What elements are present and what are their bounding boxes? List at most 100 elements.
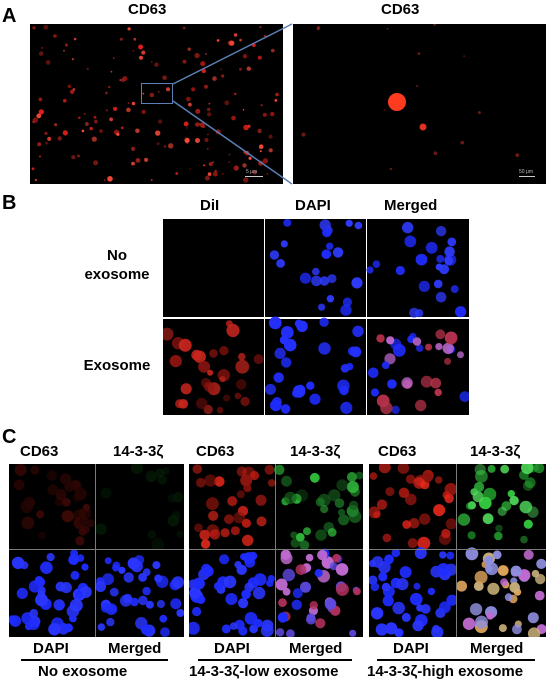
svgC3-merged-cell — [485, 564, 493, 573]
overview-cell — [233, 165, 239, 171]
overview-cell — [157, 119, 163, 124]
overview-cell — [141, 109, 146, 114]
b-exo-dapi-cell — [281, 357, 292, 368]
b-exo-merged-cell — [425, 343, 433, 351]
svgC3-1433z-cell — [500, 464, 510, 474]
b-exo-dil-cell — [163, 327, 174, 341]
b-exo-dil-cell — [204, 381, 214, 392]
overview-cell — [69, 89, 75, 95]
overview-cell — [127, 27, 131, 31]
zoom-speck — [477, 111, 481, 115]
overview-cell — [110, 70, 113, 73]
svgC2-dapi-cell — [240, 553, 248, 561]
overview-cell — [234, 92, 237, 96]
svgC2-cd63-cell — [200, 539, 211, 549]
svgC3-1433z-cell — [494, 531, 503, 541]
svgC3-dapi-cell — [382, 595, 394, 607]
zoom-connector-lines — [172, 23, 293, 185]
panel-c-g1-top-cd63: CD63 — [20, 443, 59, 460]
svgC3-dapi-cell — [375, 623, 388, 636]
overview-cell — [150, 179, 153, 181]
svgC1-merged-cell — [176, 609, 184, 617]
overview-cell — [107, 176, 113, 182]
svgC3-cd63-cell — [405, 493, 417, 506]
b-noexo-merged-cell — [415, 309, 424, 318]
overview-cell — [198, 123, 201, 126]
overview-cell — [85, 122, 89, 126]
b-exo-dil-cell — [240, 396, 250, 407]
overview-cell — [204, 138, 209, 142]
overview-cell — [38, 109, 44, 115]
overview-cell — [163, 145, 167, 148]
svgC1-dapi-cell — [70, 570, 80, 580]
overview-cell — [38, 97, 43, 102]
overview-cell — [41, 46, 44, 49]
svgC3-1433z-cell — [519, 500, 533, 514]
overview-cell — [142, 92, 145, 95]
svgC3-cd63-cell — [369, 472, 378, 480]
overview-cell — [131, 161, 135, 166]
svgC2-cd63-cell — [206, 497, 219, 511]
svgC3-1433z-cell — [524, 477, 536, 489]
svgC2-merged-cell — [349, 629, 357, 637]
svgC3-cd63-cell — [369, 506, 381, 519]
b-noexo-merged-cell — [435, 291, 447, 303]
svgC2-dapi-cell — [253, 618, 263, 628]
b-exo-dil-cell — [198, 360, 211, 373]
svgC2-cd63-cell — [255, 494, 267, 506]
svgC3-merged-cell — [492, 550, 502, 560]
svgC1-merged-cell — [145, 600, 154, 609]
svgC3-dapi-cell — [401, 612, 411, 622]
overview-cell — [81, 129, 85, 133]
overview-cell — [78, 116, 81, 119]
svgC2-cd63-cell — [194, 523, 203, 533]
svgC3-merged-cell — [462, 617, 476, 630]
panel-c-g2-condition: 14-3-3ζ-low exosome — [189, 663, 339, 680]
svgC3-1433z-cell — [465, 502, 474, 510]
overview-cell — [63, 98, 67, 103]
svgC2-merged-cell — [324, 598, 337, 610]
b-noexo-dapi-cell — [351, 277, 363, 289]
overview-cell — [71, 58, 74, 61]
svgC1-merged-cell — [152, 561, 161, 570]
svgC2-merged-cell — [329, 562, 338, 571]
svgC1-merged-cell — [123, 572, 134, 583]
b-exo-merged-cell — [370, 388, 379, 397]
overview-cell — [268, 134, 273, 139]
panel-c-g3-underline — [377, 659, 535, 661]
b-noexo-dapi-cell — [280, 240, 288, 248]
svgC3-cd63-cell — [434, 476, 443, 484]
panel-a-letter: A — [2, 5, 17, 27]
overview-cell — [231, 115, 236, 121]
svgC2-cd63-cell — [256, 516, 267, 527]
svgC1-merged-cell — [170, 598, 182, 610]
overview-cell — [253, 170, 257, 175]
b-exo-merged-cell — [412, 337, 422, 346]
overview-cell — [86, 67, 89, 70]
overview-cell — [207, 107, 211, 112]
svgC2-cd63-cell — [267, 479, 276, 487]
svgC2-1433z-cell — [320, 505, 329, 514]
b-exo-merged-cell — [435, 343, 443, 351]
svgC2-merged-cell — [335, 582, 349, 596]
scale-bar-right — [519, 176, 535, 177]
svgC1-dapi-cell — [56, 602, 64, 610]
overview-cell — [109, 117, 113, 122]
svgC1-merged-cell — [122, 593, 133, 604]
b-exo-dil-cell — [235, 359, 250, 374]
svgC1-dapi-cell — [60, 582, 72, 594]
overview-cell — [32, 117, 38, 123]
scale-text-left: 5 μm — [246, 169, 258, 175]
overview-cell — [207, 148, 209, 150]
svgC1-merged-cell — [112, 564, 120, 572]
b-exo-merged-cell — [416, 344, 424, 352]
overview-cell — [259, 150, 262, 153]
svgC2-cd63-cell — [249, 470, 260, 481]
overview-cell — [141, 50, 146, 55]
svgC3-1433z-cell — [467, 531, 476, 540]
svgC3-cd63-cell — [422, 472, 433, 483]
b-exo-dapi-cell — [306, 381, 315, 390]
svgC3-dapi-cell — [446, 594, 458, 606]
b-exo-merged-cell — [434, 388, 442, 397]
svgC2-dapi-cell — [223, 575, 237, 589]
